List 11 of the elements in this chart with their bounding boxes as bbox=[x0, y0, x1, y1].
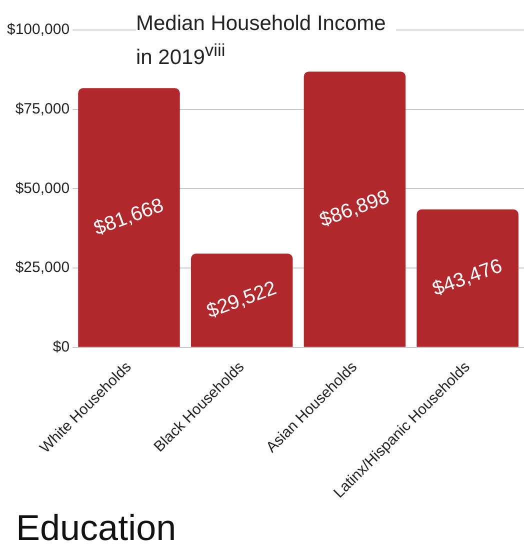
chart-title: Median Household Income in 2019$^{viii}$ bbox=[136, 10, 396, 71]
y-tick-label: $0 bbox=[52, 338, 70, 356]
y-tick-label: $75,000 bbox=[15, 100, 70, 118]
bar bbox=[78, 88, 180, 347]
y-tick-label: $100,000 bbox=[6, 21, 70, 38]
y-tick-label: $50,000 bbox=[15, 180, 70, 197]
bar bbox=[304, 72, 406, 347]
bar bbox=[416, 209, 518, 347]
y-tick-label: $25,000 bbox=[15, 259, 70, 276]
bar bbox=[190, 254, 293, 347]
text: Education bbox=[16, 507, 176, 549]
